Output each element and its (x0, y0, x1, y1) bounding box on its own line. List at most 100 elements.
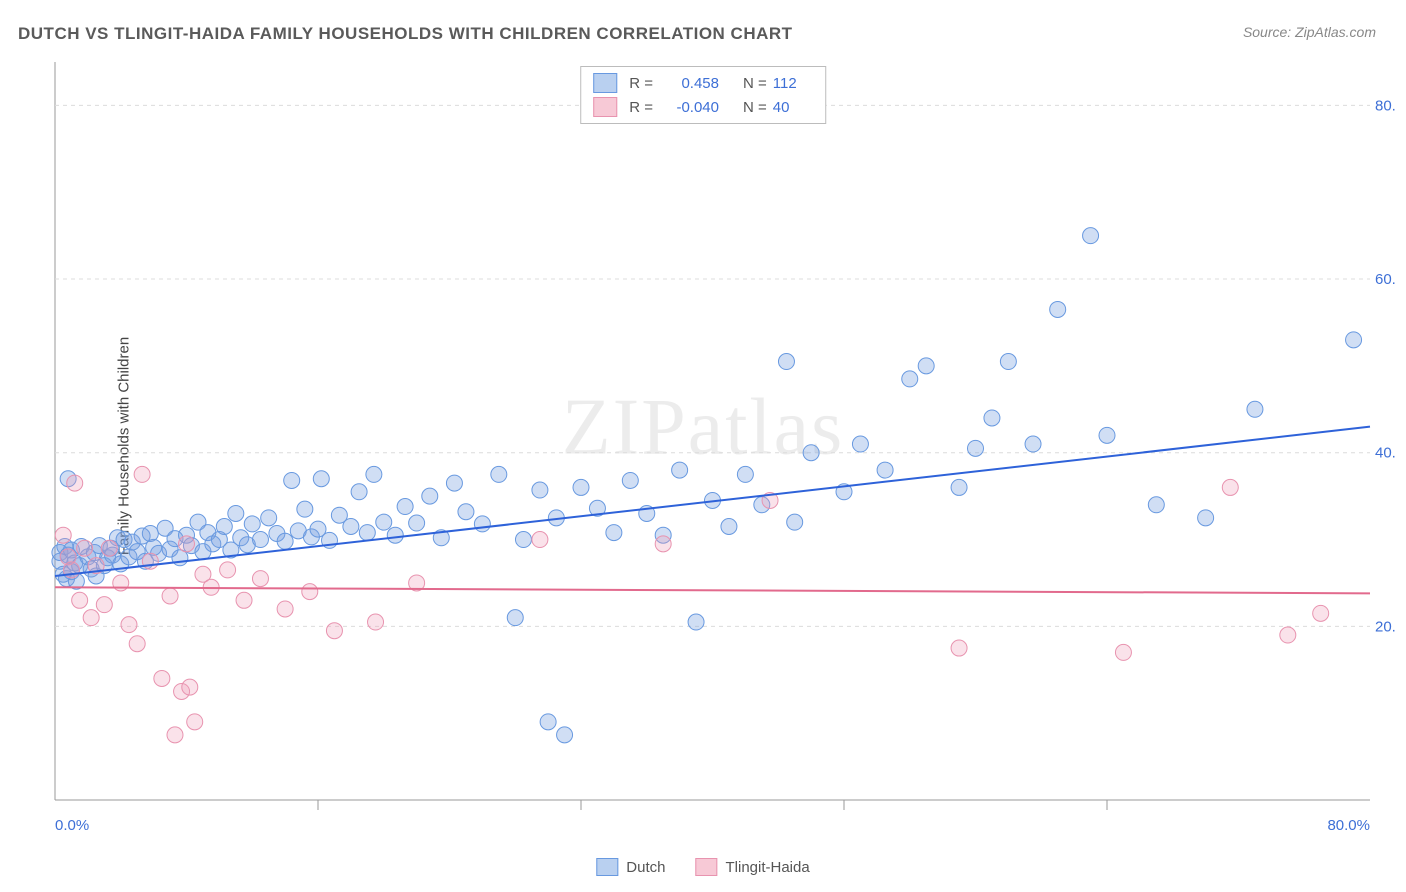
scatter-point (220, 562, 236, 578)
scatter-point (1313, 605, 1329, 621)
scatter-point (187, 714, 203, 730)
scatter-point (179, 536, 195, 552)
scatter-point (1247, 401, 1263, 417)
scatter-point (409, 515, 425, 531)
x-tick-label: 80.0% (1327, 817, 1370, 834)
scatter-point (101, 540, 117, 556)
scatter-point (852, 436, 868, 452)
scatter-point (951, 640, 967, 656)
y-tick-label: 40.0% (1375, 445, 1396, 462)
y-tick-label: 20.0% (1375, 618, 1396, 635)
scatter-point (877, 462, 893, 478)
scatter-point (737, 466, 753, 482)
chart-canvas: 20.0%40.0%60.0%80.0%0.0%80.0% (50, 58, 1396, 848)
scatter-point (606, 525, 622, 541)
scatter-point (778, 354, 794, 370)
n-label: N = (743, 75, 767, 92)
scatter-point (803, 445, 819, 461)
scatter-point (1346, 332, 1362, 348)
scatter-point (655, 536, 671, 552)
scatter-point (302, 584, 318, 600)
scatter-point (313, 471, 329, 487)
scatter-point (359, 525, 375, 541)
scatter-point (142, 553, 158, 569)
scatter-point (167, 727, 183, 743)
scatter-point (326, 623, 342, 639)
scatter-point (474, 516, 490, 532)
scatter-point (366, 466, 382, 482)
scatter-point (72, 592, 88, 608)
y-tick-label: 80.0% (1375, 97, 1396, 114)
scatter-point (252, 532, 268, 548)
scatter-point (236, 592, 252, 608)
scatter-point (96, 597, 112, 613)
r-value: 0.458 (659, 75, 719, 92)
regression-line (55, 587, 1370, 593)
scatter-point (397, 499, 413, 515)
scatter-point (121, 617, 137, 633)
scatter-point (1198, 510, 1214, 526)
regression-line (55, 427, 1370, 576)
scatter-point (55, 527, 71, 543)
scatter-point (532, 482, 548, 498)
scatter-point (134, 466, 150, 482)
scatter-point (515, 532, 531, 548)
scatter-point (573, 479, 589, 495)
rn-legend-row: R = -0.040 N = 40 (593, 95, 813, 119)
scatter-point (351, 484, 367, 500)
legend-item: Dutch (596, 858, 665, 876)
scatter-point (83, 610, 99, 626)
rn-legend: R = 0.458 N = 112 R = -0.040 N = 40 (580, 66, 826, 124)
legend-item: Tlingit-Haida (695, 858, 809, 876)
scatter-point (142, 525, 158, 541)
scatter-point (67, 475, 83, 491)
scatter-point (721, 519, 737, 535)
scatter-point (1115, 644, 1131, 660)
scatter-point (1050, 301, 1066, 317)
legend-label: Tlingit-Haida (725, 859, 809, 876)
legend-swatch (695, 858, 717, 876)
scatter-point (507, 610, 523, 626)
n-value: 40 (773, 99, 813, 116)
scatter-point (688, 614, 704, 630)
scatter-point (951, 479, 967, 495)
scatter-point (557, 727, 573, 743)
source-label: Source: ZipAtlas.com (1243, 24, 1376, 40)
legend-swatch (593, 73, 617, 93)
scatter-point (491, 466, 507, 482)
scatter-point (968, 440, 984, 456)
scatter-point (1083, 228, 1099, 244)
scatter-point (1148, 497, 1164, 513)
rn-legend-row: R = 0.458 N = 112 (593, 71, 813, 95)
scatter-point (1000, 354, 1016, 370)
scatter-point (261, 510, 277, 526)
scatter-point (1099, 427, 1115, 443)
scatter-point (902, 371, 918, 387)
chart-title: DUTCH VS TLINGIT-HAIDA FAMILY HOUSEHOLDS… (18, 24, 793, 44)
scatter-point (277, 601, 293, 617)
scatter-point (77, 540, 93, 556)
bottom-legend: Dutch Tlingit-Haida (596, 858, 809, 876)
n-value: 112 (773, 75, 813, 92)
r-label: R = (629, 75, 653, 92)
scatter-point (297, 501, 313, 517)
scatter-point (446, 475, 462, 491)
scatter-point (984, 410, 1000, 426)
scatter-point (672, 462, 688, 478)
scatter-point (368, 614, 384, 630)
scatter-point (918, 358, 934, 374)
r-value: -0.040 (659, 99, 719, 116)
legend-swatch (596, 858, 618, 876)
scatter-point (252, 571, 268, 587)
n-label: N = (743, 99, 767, 116)
scatter-point (540, 714, 556, 730)
scatter-point (162, 588, 178, 604)
scatter-point (1222, 479, 1238, 495)
scatter-point (787, 514, 803, 530)
x-tick-label: 0.0% (55, 817, 89, 834)
scatter-point (458, 504, 474, 520)
scatter-point (387, 527, 403, 543)
scatter-point (182, 679, 198, 695)
scatter-point (154, 670, 170, 686)
r-label: R = (629, 99, 653, 116)
